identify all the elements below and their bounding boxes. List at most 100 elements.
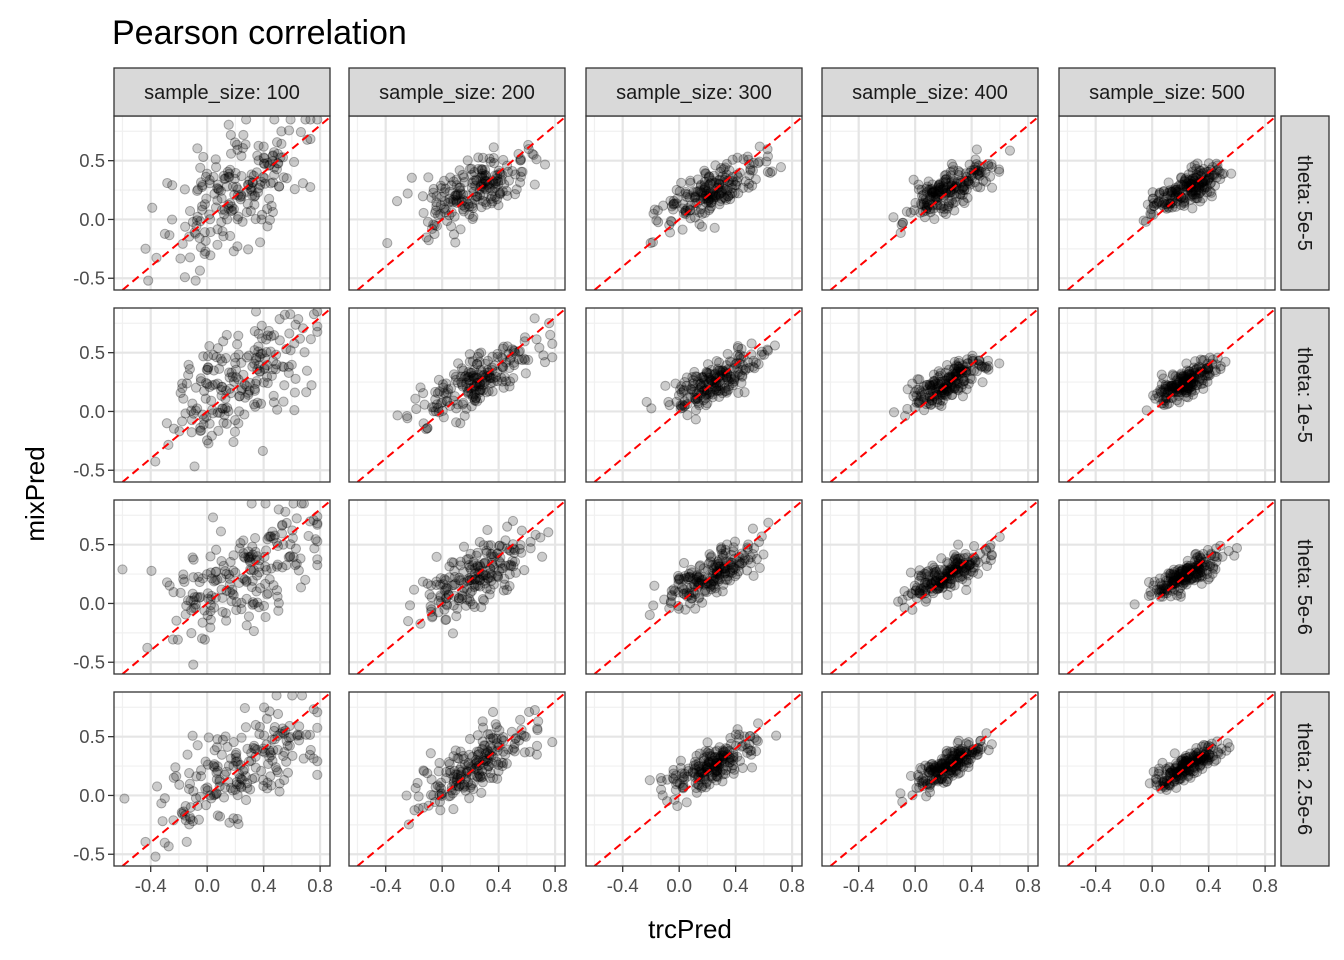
scatter-point xyxy=(250,378,261,389)
scatter-point xyxy=(499,573,510,584)
scatter-point xyxy=(412,777,423,789)
scatter-point xyxy=(1198,739,1209,751)
scatter-point xyxy=(439,187,450,198)
scatter-point xyxy=(473,369,484,380)
scatter-point xyxy=(734,556,745,567)
scatter-point xyxy=(968,356,979,367)
scatter-point xyxy=(178,569,189,580)
scatter-point xyxy=(685,598,696,609)
scatter-point xyxy=(659,594,670,605)
scatter-point xyxy=(688,760,699,771)
scatter-point xyxy=(253,346,264,357)
column-strip-label: sample_size: 300 xyxy=(616,82,772,104)
scatter-point xyxy=(926,579,937,590)
scatter-point xyxy=(460,600,472,611)
scatter-point xyxy=(1200,364,1211,375)
scatter-point xyxy=(727,567,738,578)
scatter-point xyxy=(714,365,725,376)
scatter-point xyxy=(644,609,655,621)
scatter-point xyxy=(228,246,239,257)
scatter-point xyxy=(1176,755,1188,766)
scatter-point xyxy=(702,747,713,758)
y-tick-label: 0.5 xyxy=(79,534,105,555)
scatter-point xyxy=(721,385,732,397)
column-strip-label: sample_size: 500 xyxy=(1089,82,1245,104)
scatter-point xyxy=(673,578,684,589)
scatter-point xyxy=(426,402,438,413)
scatter-point xyxy=(487,732,498,743)
scatter-point xyxy=(672,777,683,788)
scatter-point xyxy=(1204,572,1215,583)
scatter-point xyxy=(1165,767,1176,779)
scatter-point xyxy=(171,771,182,782)
scatter-point xyxy=(1148,580,1159,591)
scatter-point xyxy=(216,193,227,204)
scatter-point xyxy=(425,748,436,759)
scatter-point xyxy=(968,365,980,376)
scatter-point xyxy=(956,750,967,761)
scatter-point xyxy=(142,642,153,654)
scatter-point xyxy=(259,153,270,164)
scatter-point xyxy=(735,558,747,569)
scatter-point xyxy=(525,536,536,547)
scatter-point xyxy=(1197,193,1208,204)
scatter-point xyxy=(1160,379,1171,390)
scatter-point xyxy=(694,767,705,778)
scatter-point xyxy=(708,194,719,205)
scatter-point xyxy=(303,530,314,542)
scatter-point xyxy=(1198,562,1209,573)
scatter-point xyxy=(1224,742,1235,753)
scatter-point xyxy=(944,198,955,210)
scatter-point xyxy=(897,217,908,229)
scatter-point xyxy=(962,192,973,203)
scatter-point xyxy=(720,568,731,579)
scatter-point xyxy=(267,526,278,537)
scatter-point xyxy=(700,181,711,193)
scatter-point xyxy=(488,153,499,164)
scatter-point xyxy=(491,756,502,767)
scatter-point xyxy=(474,189,486,200)
scatter-point xyxy=(951,766,962,777)
scatter-point xyxy=(1174,397,1185,408)
scatter-point xyxy=(1188,757,1199,768)
scatter-point xyxy=(1199,181,1210,192)
scatter-point xyxy=(721,194,732,205)
scatter-point xyxy=(1195,187,1206,198)
scatter-point xyxy=(682,582,693,593)
scatter-point xyxy=(943,201,954,212)
scatter-point xyxy=(456,371,467,382)
scatter-point xyxy=(957,743,968,754)
identity-reference-line xyxy=(593,500,802,674)
scatter-point xyxy=(927,586,938,597)
scatter-point xyxy=(150,851,161,862)
scatter-point xyxy=(230,567,241,578)
scatter-point xyxy=(724,194,736,205)
scatter-point xyxy=(711,587,722,598)
scatter-point xyxy=(953,746,964,757)
scatter-point xyxy=(710,189,721,201)
scatter-point xyxy=(433,210,444,221)
scatter-point xyxy=(1181,753,1193,764)
scatter-point xyxy=(312,519,323,530)
scatter-point xyxy=(934,564,945,575)
scatter-point xyxy=(235,781,247,792)
scatter-point xyxy=(465,782,476,793)
scatter-point xyxy=(1183,174,1194,186)
scatter-point xyxy=(276,528,288,539)
scatter-point xyxy=(497,760,508,772)
scatter-point xyxy=(692,772,703,783)
scatter-point xyxy=(1162,380,1173,391)
scatter-point xyxy=(461,196,472,207)
scatter-point xyxy=(717,548,728,559)
scatter-point xyxy=(1170,201,1181,212)
scatter-point xyxy=(720,544,731,556)
scatter-point xyxy=(269,725,280,737)
scatter-point xyxy=(924,184,935,195)
scatter-point xyxy=(243,244,254,255)
scatter-point xyxy=(1194,165,1205,176)
scatter-point xyxy=(1184,368,1195,379)
scatter-point xyxy=(943,364,955,375)
scatter-point xyxy=(241,381,252,392)
scatter-point xyxy=(918,189,929,200)
scatter-point xyxy=(708,579,719,590)
